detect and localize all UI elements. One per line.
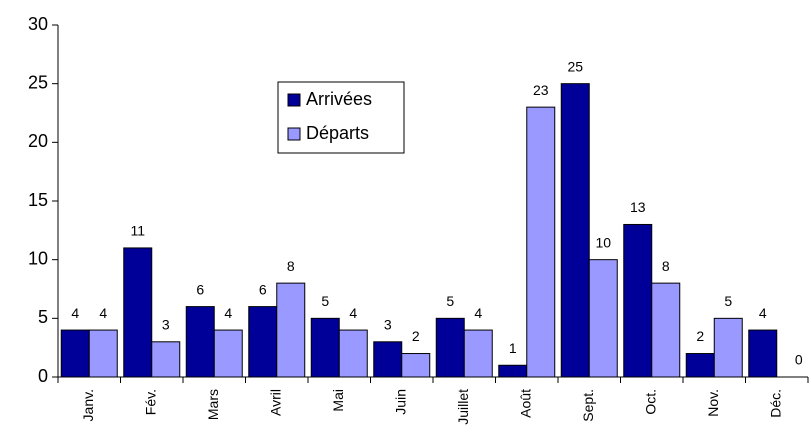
bar	[560, 83, 590, 378]
data-label: 6	[196, 281, 204, 297]
bar	[526, 106, 556, 378]
data-label: 10	[595, 234, 611, 250]
y-tick-label: 0	[38, 366, 48, 386]
bar	[623, 223, 653, 378]
bar	[588, 259, 618, 378]
data-label: 8	[287, 258, 295, 274]
bar	[310, 317, 340, 378]
legend-box	[277, 81, 405, 154]
x-tick-label: Mars	[205, 389, 221, 420]
bar	[213, 329, 243, 378]
x-tick-label: Déc.	[767, 389, 783, 418]
legend-label: Arrivées	[306, 89, 372, 109]
bar	[498, 364, 528, 378]
y-tick-label: 30	[28, 14, 48, 34]
data-label: 3	[162, 317, 170, 333]
data-label: 8	[662, 258, 670, 274]
data-label: 11	[130, 223, 145, 239]
bar	[88, 329, 118, 378]
data-label: 0	[795, 352, 803, 368]
data-label: 5	[321, 293, 329, 309]
x-tick-label: Janv.	[80, 389, 96, 421]
bar	[338, 329, 368, 378]
x-tick-label: Juin	[392, 389, 408, 415]
bar	[60, 329, 90, 378]
data-label: 5	[446, 293, 454, 309]
y-tick-label: 5	[38, 307, 48, 327]
x-tick-label: Avril	[267, 389, 283, 416]
bar	[401, 353, 431, 378]
y-tick-label: 25	[28, 72, 48, 92]
bar	[435, 317, 465, 378]
legend-swatch	[287, 127, 301, 141]
data-label: 23	[533, 82, 549, 98]
x-tick-label: Août	[517, 389, 533, 418]
data-label: 3	[384, 317, 392, 333]
data-label: 4	[349, 305, 357, 321]
data-label: 5	[724, 293, 732, 309]
data-label: 2	[696, 328, 704, 344]
bar	[713, 317, 743, 378]
y-tick-label: 10	[28, 248, 48, 268]
x-tick-label: Mai	[330, 389, 346, 412]
x-tick-label: Fév.	[142, 389, 158, 415]
data-label: 4	[99, 305, 107, 321]
bar	[185, 306, 215, 378]
data-label: 4	[224, 305, 232, 321]
bar	[463, 329, 493, 378]
bar	[276, 282, 306, 378]
data-label: 4	[474, 305, 482, 321]
data-label: 4	[759, 305, 767, 321]
x-tick-label: Sept.	[580, 389, 596, 422]
bar	[123, 247, 153, 378]
legend-swatch	[287, 93, 301, 107]
data-label: 2	[412, 328, 420, 344]
data-label: 1	[509, 340, 517, 356]
data-label: 25	[567, 58, 583, 74]
legend-label: Départs	[306, 123, 369, 143]
bar	[373, 341, 403, 378]
data-label: 13	[630, 199, 646, 215]
bar	[748, 329, 778, 378]
x-tick-label: Juillet	[455, 389, 471, 425]
data-label: 4	[71, 305, 79, 321]
x-tick-label: Nov.	[705, 389, 721, 417]
x-tick-label: Oct.	[642, 389, 658, 415]
y-tick-label: 20	[28, 131, 48, 151]
y-tick-label: 15	[28, 190, 48, 210]
bar	[151, 341, 181, 378]
bar	[651, 282, 681, 378]
data-label: 6	[259, 281, 267, 297]
bar	[685, 353, 715, 378]
bar	[248, 306, 278, 378]
